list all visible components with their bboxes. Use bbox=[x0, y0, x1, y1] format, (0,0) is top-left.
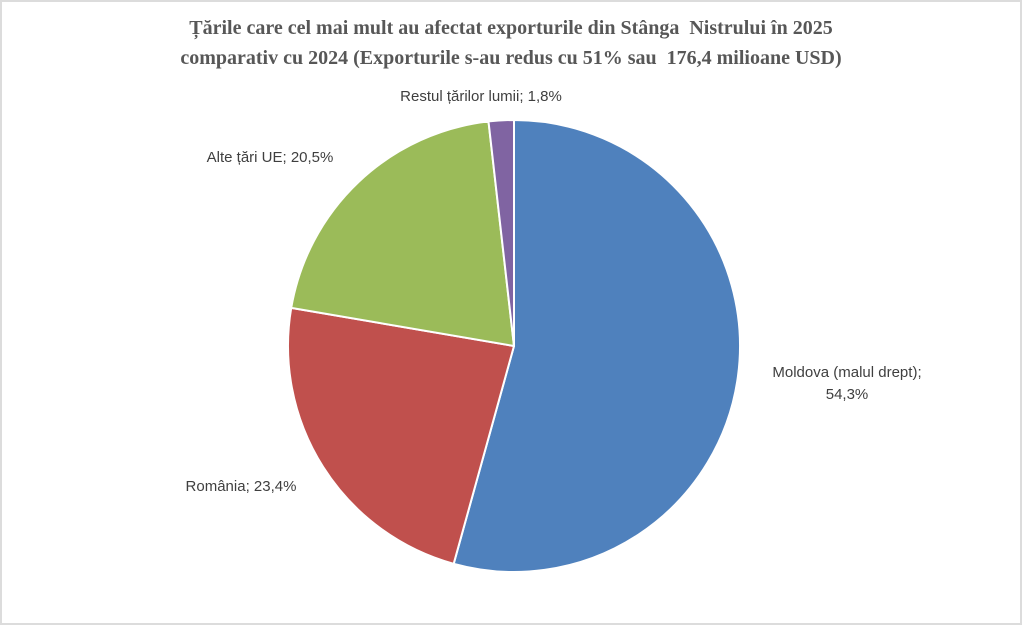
chart-title-line-2: comparativ cu 2024 (Exporturile s-au red… bbox=[180, 47, 842, 69]
chart-title-line-1: Țările care cel mai mult au afectat expo… bbox=[189, 17, 833, 39]
pie-slice-moldova-malul-drept bbox=[452, 119, 741, 573]
pie-slice-alte-tari-ue bbox=[290, 120, 515, 347]
data-label-restul-tarilor-lumii: Restul țărilor lumii; 1,8% bbox=[400, 88, 562, 105]
data-label-romania: România; 23,4% bbox=[185, 478, 297, 495]
data-label-moldova: Moldova (malul drept); 54,3% bbox=[772, 364, 922, 403]
pie-slice-restul-tarilor-lumii bbox=[487, 118, 515, 347]
chart-title: Țările care cel mai mult au afectat expo… bbox=[2, 13, 1020, 73]
data-label-alte-tari-ue: Alte țări UE; 20,5% bbox=[206, 149, 334, 166]
pie-chart bbox=[287, 118, 741, 573]
pie-slice-romania bbox=[287, 306, 515, 565]
